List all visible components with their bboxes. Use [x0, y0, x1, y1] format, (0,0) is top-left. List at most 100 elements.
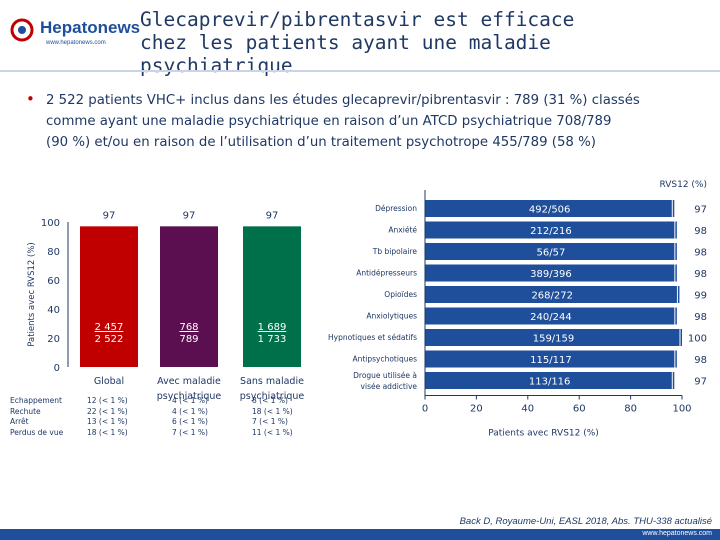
table-cell: 4 (< 1 %)	[172, 396, 208, 405]
table-cell: 8 (< 1 %)	[252, 396, 288, 405]
hbar-4	[425, 286, 680, 303]
table-label: Arrêt	[10, 417, 29, 426]
hbar-8	[425, 372, 675, 389]
hbar-value-label: 98	[694, 312, 707, 323]
bar-count-denominator: 2 522	[95, 334, 124, 345]
x-tick-label: 100	[672, 404, 691, 415]
footer-bar	[0, 529, 720, 540]
value-column-header: RVS12 (%)	[659, 180, 707, 190]
hbar-category-label: Dépression	[375, 204, 417, 213]
hbar-category-label: Antidépresseurs	[356, 269, 417, 278]
x-tick-label: 20	[470, 404, 483, 415]
header-divider	[0, 70, 720, 72]
x-category-label: Global	[94, 376, 124, 387]
hbar-category-label: Drogue utilisée à	[353, 371, 417, 380]
hbar-value-label: 100	[688, 334, 707, 345]
table-cell: 6 (< 1 %)	[172, 417, 208, 426]
table-cell: 22 (< 1 %)	[87, 406, 128, 416]
bar-1	[160, 226, 218, 367]
hbar-category-label: Opioïdes	[384, 290, 417, 299]
table-cell: 12 (< 1 %)	[87, 396, 128, 405]
x-category-label: Avec maladie	[157, 376, 221, 387]
hbar-2	[425, 243, 677, 260]
table-cell: 7 (< 1 %)	[172, 427, 208, 437]
logo-url: www.hepatonews.com	[46, 40, 106, 46]
bar-value-label: 97	[266, 210, 279, 221]
page-title: Glecaprevir/pibrentasvir est efficace ch…	[140, 8, 715, 77]
y-tick-label: 40	[47, 305, 60, 316]
y-tick-label: 0	[54, 363, 60, 374]
bullet-icon: •	[26, 90, 35, 108]
x-category-label: psychiatrique	[157, 391, 222, 402]
hbar-value-label: 98	[694, 226, 707, 237]
vertical-bar-chart: 0 20 40 60 80 100 Patients avec RVS12 (%) 97 2 4…	[27, 210, 305, 402]
hbar-count-label: 159/159	[533, 334, 575, 345]
intro-line-1: 2 522 patients VHC+ inclus dans les étud…	[46, 93, 640, 108]
y-tick-label: 100	[41, 218, 60, 229]
hbar-category-label: Hypnotiques et sédatifs	[328, 333, 417, 342]
y-tick-label: 20	[47, 334, 60, 345]
y-axis-label: Patients avec RVS12 (%)	[27, 242, 37, 346]
table-cell: 18 (< 1 %)	[87, 427, 128, 437]
table-cell: 7 (< 1 %)	[252, 417, 288, 426]
hbar-count-label: 492/506	[529, 205, 571, 216]
hbar-category-label: Anxiété	[388, 226, 417, 235]
outcome-table-labels: Echappement Rechute Arrêt Perdus de vue	[10, 396, 63, 438]
hbar-value-label: 97	[694, 377, 707, 388]
hbar-count-label: 389/396	[530, 269, 572, 280]
table-label: Echappement	[10, 396, 62, 405]
x-category-label: Sans maladie	[240, 376, 304, 387]
table-cell: 18 (< 1 %)	[252, 406, 293, 416]
bar-count-numerator: 2 457	[95, 322, 124, 333]
intro-line-3: (90 %) et/ou en raison de l’utilisation …	[46, 135, 596, 150]
hbar-5	[425, 307, 677, 325]
x-tick-label: 80	[624, 404, 637, 415]
hbar-count-label: 240/244	[530, 312, 572, 323]
bar-0	[80, 226, 138, 367]
hbar-3	[425, 264, 677, 282]
x-tick-label: 0	[422, 404, 428, 415]
bar-value-label: 97	[103, 210, 116, 221]
hbar-value-label: 98	[694, 248, 707, 259]
hbar-category-label: Antipsychotiques	[352, 355, 417, 364]
hbar-count-label: 56/57	[537, 248, 566, 259]
x-category-label: psychiatrique	[240, 391, 305, 402]
intro-line-2: comme ayant une maladie psychiatrique en…	[46, 114, 612, 129]
hbar-6	[425, 329, 682, 346]
footer-url: www.hepatonews.com	[642, 530, 712, 537]
bar-count-numerator: 1 689	[258, 322, 287, 333]
hbar-value-label: 98	[694, 355, 707, 366]
table-cell: 13 (< 1 %)	[87, 417, 128, 426]
outcome-table-non-psy: 8 (< 1 %) 18 (< 1 %) 7 (< 1 %) 11 (< 1 %…	[252, 396, 293, 438]
logo-text: Hepatonews	[40, 18, 141, 37]
hbar-count-label: 212/216	[530, 226, 572, 237]
hbar-0	[425, 200, 675, 217]
table-cell: 4 (< 1 %)	[172, 406, 208, 416]
hbar-1	[425, 221, 677, 239]
hbar-count-label: 115/117	[530, 355, 572, 366]
hbar-7	[425, 350, 677, 368]
hbar-category-label: Tb bipolaire	[372, 247, 418, 256]
bar-count-denominator: 1 733	[258, 334, 287, 345]
title-line-1: Glecaprevir/pibrentasvir est efficace	[140, 8, 575, 31]
table-label: Perdus de vue	[10, 427, 64, 437]
x-tick-label: 60	[573, 404, 586, 415]
horizontal-bar-chart: RVS12 (%) 492/506 97 Dépression 212/216 98 Anx…	[328, 180, 707, 439]
hbar-value-label: 98	[694, 269, 707, 280]
table-label: Rechute	[10, 406, 41, 416]
x-tick-label: 40	[521, 404, 534, 415]
hbar-value-label: 99	[694, 291, 707, 302]
table-cell: 11 (< 1 %)	[252, 427, 293, 437]
bar-value-label: 97	[183, 210, 196, 221]
outcome-table-psy: 4 (< 1 %) 4 (< 1 %) 6 (< 1 %) 7 (< 1 %)	[172, 396, 208, 438]
hbar-count-label: 113/116	[529, 377, 571, 388]
y-tick-label: 80	[47, 247, 60, 258]
logo: Hepatonews www.hepatonews.com	[8, 8, 140, 52]
bar-2	[243, 226, 301, 367]
outcome-table-global: 12 (< 1 %) 22 (< 1 %) 13 (< 1 %) 18 (< 1…	[87, 396, 128, 438]
reference-text: Back D, Royaume-Uni, EASL 2018, Abs. THU…	[459, 516, 712, 527]
bar-count-numerator: 768	[179, 322, 198, 333]
intro-text: 2 522 patients VHC+ inclus dans les étud…	[46, 90, 706, 153]
hbar-category-label: visée addictive	[361, 382, 418, 391]
hbar-value-label: 97	[694, 205, 707, 216]
